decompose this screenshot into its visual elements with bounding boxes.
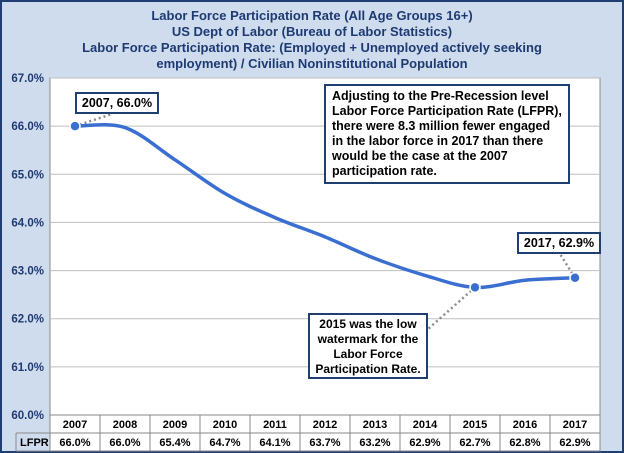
- y-tick-label: 62.0%: [11, 314, 44, 326]
- series-name-label: LFPR: [20, 437, 49, 449]
- lfpr-series-line: [73, 122, 577, 290]
- data-table-value: 65.4%: [159, 437, 190, 449]
- chart-subtitle-line-1: US Dept of Labor (Bureau of Labor Statis…: [171, 24, 453, 39]
- data-point-marker: [469, 281, 481, 294]
- chart-subtitle-line-3: employment) / Civilian Noninstitutional …: [156, 56, 468, 71]
- x-tick-label: 2015: [463, 419, 487, 431]
- data-table-value: 63.2%: [359, 437, 390, 449]
- y-tick-label: 63.0%: [11, 266, 44, 278]
- data-table-value: 62.9%: [559, 437, 590, 449]
- main-annotation-box: Adjusting to the Pre-Recession level Lab…: [324, 84, 570, 184]
- x-tick-label: 2014: [413, 419, 438, 431]
- data-table-value: 66.0%: [109, 437, 140, 449]
- data-point-marker: [569, 272, 581, 284]
- chart-title: Labor Force Participation Rate (All Age …: [151, 8, 473, 23]
- start-label-leader: [74, 112, 113, 128]
- x-tick-label: 2011: [263, 419, 287, 431]
- x-tick-label: 2013: [363, 419, 387, 431]
- y-tick-label: 66.0%: [11, 121, 44, 133]
- x-tick-label: 2016: [513, 419, 537, 431]
- x-tick-label: 2017: [563, 419, 587, 431]
- data-table-value: 64.1%: [259, 437, 290, 449]
- x-tick-label: 2007: [63, 419, 87, 431]
- data-table-value: 62.9%: [409, 437, 440, 449]
- data-point-marker: [69, 120, 81, 132]
- start-point-label: 2007, 66.0%: [75, 92, 159, 114]
- end-point-label: 2017, 62.9%: [517, 232, 601, 254]
- x-tick-label: 2012: [313, 419, 337, 431]
- x-tick-label: 2010: [213, 419, 237, 431]
- chart-subtitle-line-2: Labor Force Participation Rate: (Employe…: [82, 40, 542, 55]
- data-table-value: 63.7%: [309, 437, 340, 449]
- data-table-value: 64.7%: [209, 437, 240, 449]
- x-tick-label: 2008: [113, 419, 137, 431]
- x-tick-label: 2009: [163, 419, 187, 431]
- y-tick-label: 65.0%: [11, 169, 44, 181]
- low-annotation-box: 2015 was the low watermark for the Labor…: [308, 313, 428, 379]
- y-tick-label: 64.0%: [11, 217, 44, 229]
- y-tick-label: 60.0%: [11, 410, 44, 422]
- data-table-value: 62.7%: [459, 437, 490, 449]
- data-table-value: 62.8%: [509, 437, 540, 449]
- y-tick-label: 61.0%: [11, 362, 44, 374]
- data-table-value: 66.0%: [59, 437, 90, 449]
- y-tick-label: 67.0%: [11, 73, 44, 85]
